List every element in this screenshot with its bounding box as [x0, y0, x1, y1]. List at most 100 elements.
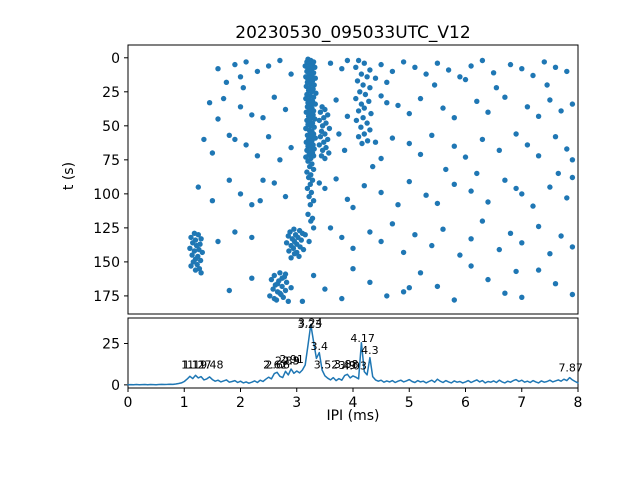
scatter-point	[249, 202, 255, 208]
scatter-point	[268, 276, 275, 283]
scatter-point	[362, 91, 369, 98]
histogram-axes-frame	[127, 317, 579, 389]
scatter-point	[384, 79, 390, 86]
peak-label: 4.3	[361, 344, 379, 357]
scatter-point	[558, 233, 564, 239]
scatter-point	[524, 142, 531, 148]
x-tick-label: 6	[461, 395, 470, 411]
scatter-point	[440, 226, 446, 232]
scatter-point	[569, 157, 576, 163]
scatter-point	[215, 66, 221, 72]
scatter-point	[305, 211, 311, 217]
scatter-point	[291, 251, 298, 257]
scatter-point	[366, 98, 372, 105]
scatter-y-tick-label: 25	[102, 85, 120, 101]
scatter-point	[355, 57, 362, 64]
scatter-point	[298, 237, 304, 243]
scatter-point	[280, 294, 286, 300]
figure-title: 20230530_095033UTC_V12	[235, 23, 471, 43]
scatter-point	[316, 142, 322, 148]
scatter-point	[384, 293, 390, 299]
scatter-point	[440, 105, 446, 111]
scatter-point	[195, 184, 201, 190]
scatter-point	[288, 144, 294, 151]
scatter-point	[313, 90, 319, 96]
scatter-point	[277, 157, 283, 163]
scatter-point	[357, 89, 363, 95]
scatter-point	[445, 67, 452, 73]
scatter-point	[339, 234, 345, 241]
x-tick-label: 5	[405, 395, 414, 411]
x-axis-label: IPI (ms)	[326, 408, 380, 424]
scatter-point	[353, 64, 359, 71]
scatter-point	[306, 238, 312, 245]
scatter-point	[417, 270, 424, 276]
scatter-point	[341, 147, 348, 153]
scatter-axes-frame	[127, 44, 579, 315]
scatter-point	[384, 100, 390, 106]
scatter-point	[312, 101, 318, 107]
scatter-point	[187, 245, 193, 251]
scatter-point	[303, 154, 309, 160]
scatter-point	[188, 234, 194, 241]
scatter-point	[254, 68, 261, 75]
scatter-point	[541, 59, 547, 65]
histogram-line	[127, 323, 579, 386]
scatter-point	[321, 115, 327, 121]
scatter-point	[282, 271, 289, 277]
scatter-point	[240, 85, 246, 91]
scatter-point	[451, 181, 457, 187]
scatter-point	[468, 63, 474, 69]
scatter-point	[479, 57, 486, 64]
scatter-point	[564, 68, 570, 75]
scatter-point	[364, 138, 371, 144]
scatter-point	[307, 163, 313, 170]
scatter-point	[333, 97, 339, 103]
scatter-point	[479, 136, 486, 143]
scatter-point	[524, 104, 531, 110]
scatter-point	[336, 131, 342, 137]
scatter-point	[468, 236, 474, 242]
scatter-point	[279, 275, 285, 281]
scatter-point	[367, 229, 373, 235]
scatter-point	[496, 246, 502, 253]
scatter-point	[353, 117, 360, 124]
scatter-point	[479, 218, 486, 224]
scatter-point	[327, 60, 334, 66]
scatter-point	[474, 98, 480, 105]
scatter-point	[429, 132, 435, 138]
histogram-y-tick-label: 0	[111, 378, 120, 394]
scatter-point	[283, 279, 290, 285]
scatter-point	[309, 177, 316, 183]
scatter-point	[288, 71, 294, 77]
scatter-point	[344, 57, 351, 64]
peak-label: 1.1	[181, 359, 199, 372]
scatter-point	[243, 142, 249, 148]
scatter-point	[389, 221, 396, 227]
scatter-point	[209, 198, 216, 204]
scatter-point	[282, 287, 289, 294]
scatter-y-tick-label: 175	[93, 289, 120, 305]
peak-label: 2.91	[279, 353, 304, 366]
scatter-point	[226, 177, 232, 183]
peak-label: 2.62	[263, 359, 288, 372]
scatter-point	[423, 71, 429, 77]
scatter-point	[189, 252, 195, 258]
scatter-y-tick-label: 150	[93, 255, 120, 271]
scatter-point	[552, 64, 559, 71]
x-tick-label: 7	[517, 395, 526, 411]
scatter-point	[468, 263, 474, 269]
scatter-point	[547, 251, 553, 257]
scatter-point	[302, 232, 308, 238]
scatter-point	[220, 95, 227, 102]
scatter-point	[434, 200, 441, 207]
scatter-point	[283, 240, 290, 246]
scatter-point	[310, 225, 317, 231]
scatter-point	[412, 232, 418, 238]
scatter-point	[443, 166, 449, 173]
scatter-point	[372, 75, 379, 81]
scatter-point	[569, 244, 576, 250]
scatter-point	[271, 272, 277, 279]
